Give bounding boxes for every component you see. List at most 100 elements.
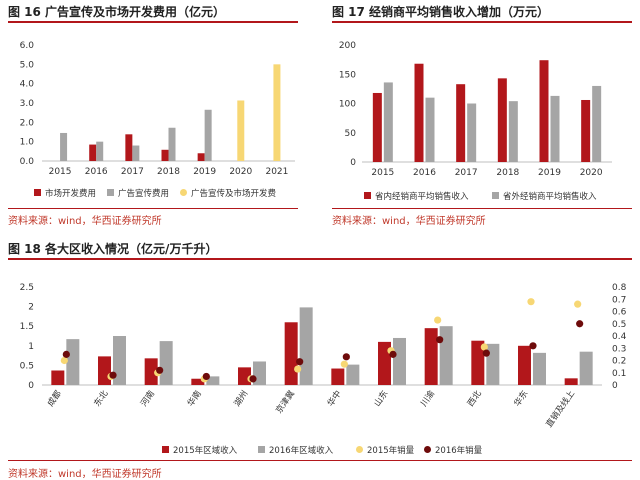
fig18-xtick: 川渝 — [418, 388, 437, 409]
fig18-xtick: 华中 — [325, 388, 344, 408]
fig17-bar — [581, 99, 591, 162]
fig18-bar — [486, 343, 500, 385]
fig18-point — [109, 371, 117, 379]
fig18-legend-2-label: 2015年销量 — [367, 445, 415, 456]
fig17-ytick: 100 — [339, 100, 356, 110]
fig17-xtick: 2019 — [538, 168, 561, 178]
fig17-bar — [592, 85, 602, 162]
fig16-bar — [168, 127, 176, 161]
fig16-ytick: 4.0 — [20, 80, 35, 90]
fig17-title-rule — [332, 21, 632, 23]
fig18-legend-3-label: 2016年销量 — [435, 445, 483, 456]
fig18-xtick: 东北 — [92, 388, 111, 409]
fig17-bar — [372, 92, 382, 162]
fig17-ytick: 0 — [350, 158, 356, 168]
fig18-y2tick: 0.2 — [612, 357, 626, 367]
fig18-xtick: 西北 — [466, 389, 484, 409]
fig16-bar — [96, 141, 104, 161]
fig18-title-rule — [8, 258, 632, 260]
fig17-xtick: 2018 — [496, 168, 519, 178]
fig18-point — [480, 343, 488, 351]
fig17-bar — [456, 84, 466, 162]
fig18-point — [436, 336, 444, 344]
fig18-y2tick: 0.1 — [612, 369, 626, 379]
fig18-source: 资料来源：wind，华西证券研究所 — [8, 469, 162, 480]
fig18-bar — [191, 378, 205, 385]
fig18-y2tick: 0.4 — [612, 332, 627, 342]
fig18-point — [576, 320, 584, 328]
fig18-bar — [299, 307, 313, 385]
fig18-bar — [533, 352, 546, 385]
fig18-point — [156, 366, 164, 374]
fig17-legend-1-swatch — [492, 192, 499, 199]
fig16-source: 资料来源：wind，华西证券研究所 — [8, 216, 162, 227]
fig18-bar — [206, 376, 220, 385]
fig18-bar — [284, 322, 298, 385]
fig16-bar — [197, 153, 205, 161]
fig17-bar — [467, 103, 477, 162]
fig16-bottom-rule — [8, 208, 298, 209]
fig16-legend-0-label: 市场开发费用 — [45, 188, 96, 199]
fig18-ytick: 0.5 — [20, 361, 34, 371]
fig18-point — [62, 350, 70, 358]
fig18-bar — [424, 328, 438, 385]
fig16-xtick: 2019 — [193, 167, 216, 177]
fig18-point — [294, 365, 302, 373]
fig18-point — [340, 360, 348, 368]
fig18-bar — [51, 370, 65, 385]
fig18-ytick: 0 — [28, 381, 34, 391]
fig17-xtick: 2017 — [455, 168, 478, 178]
fig18-bar — [238, 367, 251, 385]
fig18-point — [527, 298, 535, 306]
fig16-bar — [60, 132, 68, 161]
fig18-legend-1-label: 2016年区域收入 — [269, 445, 334, 456]
fig18-bar — [144, 358, 158, 385]
fig18-bar — [564, 378, 578, 385]
fig18-bar — [378, 341, 391, 385]
fig16-xtick: 2017 — [121, 167, 144, 177]
fig16-ytick: 6.0 — [20, 41, 35, 51]
fig17-bar — [539, 60, 549, 162]
fig16-bar — [89, 144, 97, 161]
fig17-bottom-rule — [332, 208, 632, 209]
fig18-xtick: 湖州 — [233, 389, 251, 409]
fig16-bar — [161, 149, 169, 161]
fig18-point — [60, 356, 68, 365]
fig18-point — [202, 372, 210, 381]
fig16-legend-2-label: 广告宣传及市场开发费 — [191, 188, 277, 199]
fig16-xtick: 2016 — [85, 167, 108, 177]
fig16-bar — [132, 145, 140, 161]
fig16-xtick: 2015 — [49, 167, 72, 177]
fig17-source: 资料来源：wind，华西证券研究所 — [332, 216, 486, 227]
fig18-point — [249, 375, 257, 383]
fig17-xtick: 2020 — [580, 168, 603, 178]
fig17-ytick: 150 — [339, 70, 356, 80]
fig18-legend-2-swatch — [356, 446, 363, 453]
fig18-xtick: 直销及线上 — [544, 388, 578, 430]
fig18-bottom-rule — [8, 460, 632, 461]
fig18-point — [434, 316, 442, 324]
fig18-bar — [439, 326, 453, 385]
fig16-legend-0-swatch — [34, 189, 41, 196]
fig17-xtick: 2016 — [413, 168, 436, 178]
fig16-legend-1-swatch — [107, 189, 114, 196]
fig17-xtick: 2015 — [371, 168, 394, 178]
fig18-point — [529, 342, 537, 350]
fig18-bar — [471, 340, 485, 385]
fig16-bar — [125, 134, 133, 161]
fig18-y2tick: 0.7 — [612, 295, 626, 305]
fig16-ytick: 5.0 — [20, 60, 35, 70]
fig18-bar — [66, 339, 80, 385]
fig17-ytick: 200 — [339, 41, 356, 51]
fig18-point — [574, 300, 582, 308]
fig18-y2tick: 0.5 — [612, 320, 626, 330]
fig18-point — [342, 353, 350, 361]
fig16-xtick: 2020 — [229, 167, 252, 177]
fig17-bar — [414, 63, 424, 162]
fig18-xtick: 京津冀 — [273, 388, 297, 416]
fig18-bar — [346, 364, 360, 385]
fig17-legend-0-label: 省内经销商平均销售收入 — [375, 191, 469, 202]
fig16-legend-2-swatch — [180, 189, 187, 196]
fig16-bar — [273, 64, 281, 161]
